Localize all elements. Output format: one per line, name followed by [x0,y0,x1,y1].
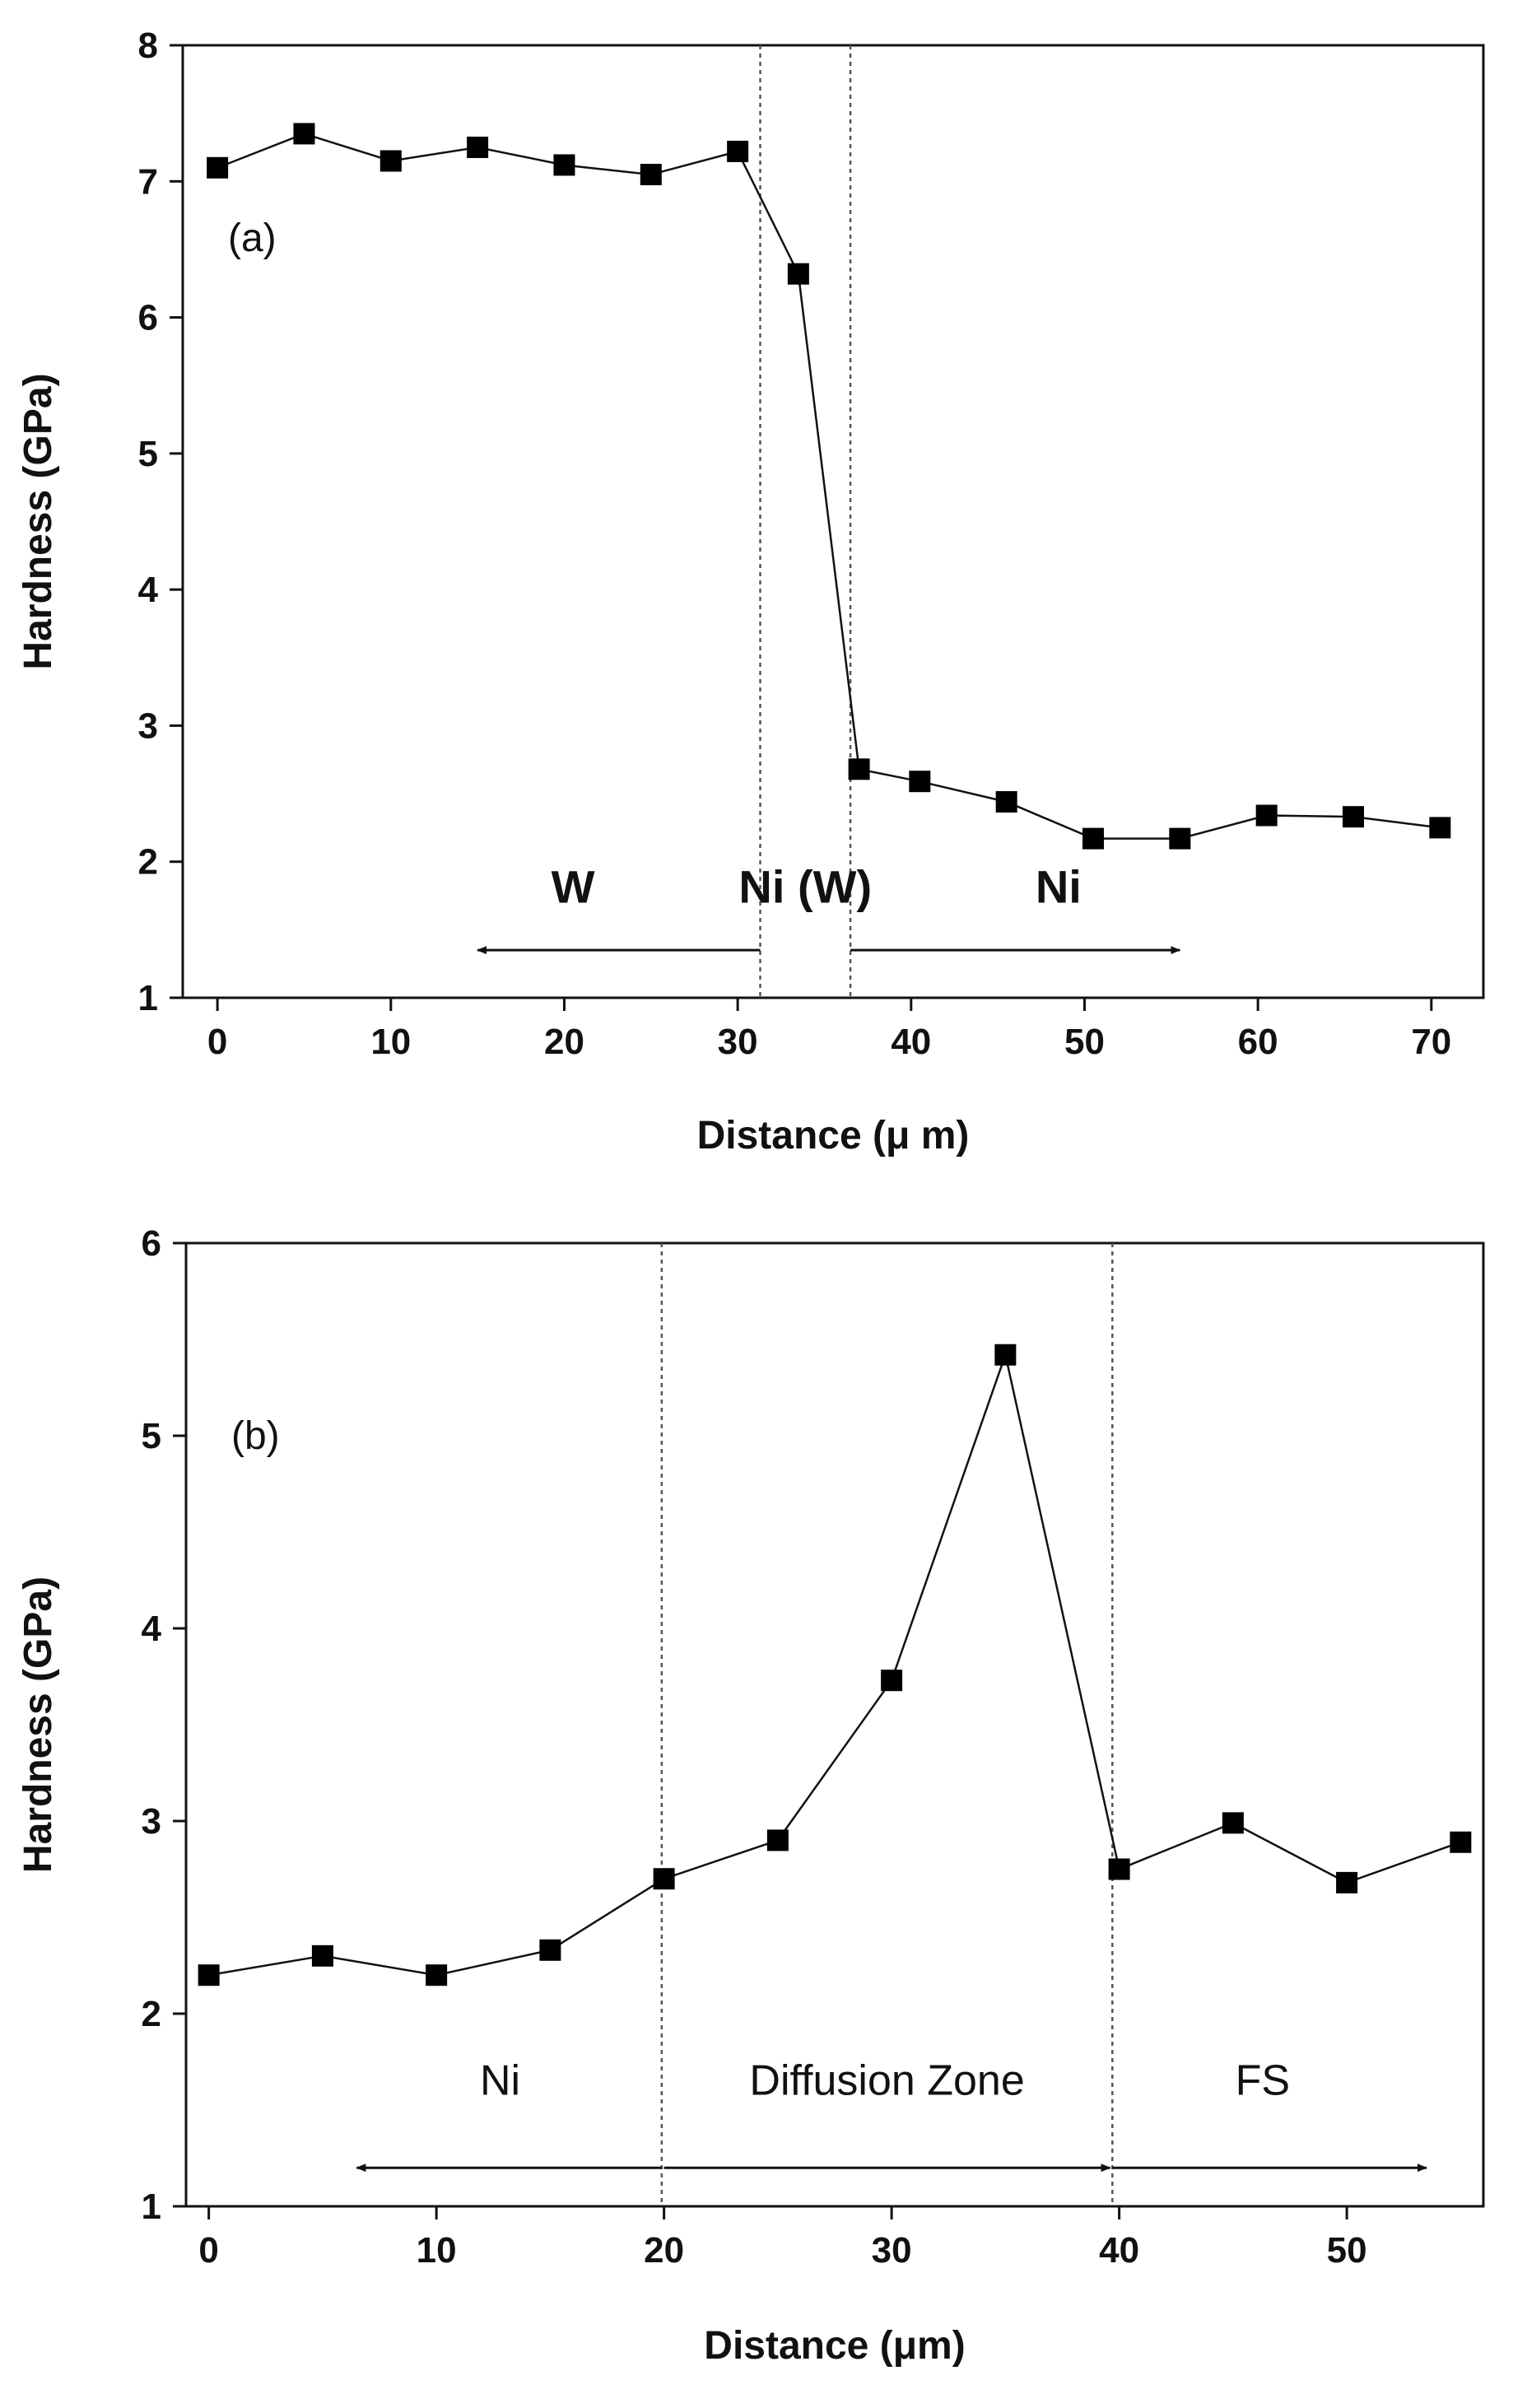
data-point [198,1964,220,1986]
data-point [640,164,662,186]
data-point [994,1344,1017,1366]
x-tick-label: 50 [1064,1022,1105,1062]
x-tick-label: 0 [207,1022,227,1062]
x-tick-label: 10 [370,1022,411,1062]
data-point [379,150,402,172]
y-axis-title: Hardness (GPa) [16,1577,60,1873]
data-point [293,123,315,145]
chart-panel-a: 0 10 20 30 40 50 60 70 1 2 3 4 5 6 7 8 Distance (μ m) Har… [16,26,1485,1157]
y-tick-label: 4 [142,1609,162,1649]
x-axis-title: Distance (μ m) [697,1114,970,1157]
x-tick-label: 60 [1238,1022,1278,1062]
x-tick-label: 40 [1099,2230,1139,2271]
series-line [216,133,1441,840]
region-label: W [552,860,595,912]
data-point [1255,804,1278,827]
y-tick-label: 2 [142,1994,161,2034]
x-tick-label: 20 [644,2230,684,2271]
data-point [207,156,229,179]
x-tick-label: 30 [718,1022,758,1062]
x-tick-label: 70 [1411,1022,1451,1062]
y-tick-label: 2 [138,842,158,883]
x-tick-label: 10 [417,2230,457,2271]
region-label: FS [1236,2056,1290,2104]
y-tick-label: 6 [142,1223,161,1264]
y-tick-label: 3 [142,1801,161,1842]
data-point [1343,806,1364,828]
data-point [1108,1858,1130,1880]
x-tick-label: 50 [1327,2230,1367,2271]
data-point [909,771,931,793]
region-label: Ni (W) [738,860,872,912]
data-point [426,1964,448,1986]
data-point [1336,1871,1358,1893]
x-tick-label: 40 [891,1022,931,1062]
data-point [553,154,575,176]
data-point [1222,1812,1244,1834]
data-point [467,136,489,158]
data-point [1429,817,1451,839]
plot-frame [181,44,1485,999]
data-point [1450,1831,1472,1853]
x-tick-label: 30 [872,2230,912,2271]
data-point [848,758,870,780]
data-point [881,1670,903,1692]
chart-panel-b: 0 10 20 30 40 50 1 2 3 4 5 6 Distance (μm) Hardness (… [16,1223,1485,2368]
region-label: Diffusion Zone [749,2056,1024,2104]
y-tick-label: 1 [138,978,158,1018]
series-line [208,1351,1461,1977]
y-tick-label: 7 [138,161,158,202]
x-tick-label: 0 [198,2230,218,2271]
y-tick-label: 3 [138,706,158,746]
y-tick-label: 4 [138,570,159,610]
region-label: Ni [1036,860,1082,912]
y-tick-label: 6 [138,298,158,338]
panel-label: (a) [228,217,277,260]
data-point [995,790,1017,813]
data-point [539,1939,561,1961]
y-tick-label: 5 [142,1416,161,1456]
x-tick-label: 20 [544,1022,584,1062]
x-axis-title: Distance (μm) [704,2324,965,2368]
y-tick-label: 1 [142,2187,161,2227]
panel-label: (b) [231,1414,280,1458]
data-point [787,263,809,285]
data-point [311,1945,333,1967]
y-axis-title: Hardness (GPa) [16,373,60,669]
data-point [1169,827,1191,850]
y-tick-label: 8 [138,26,158,66]
data-point [766,1829,789,1851]
y-tick-label: 5 [138,434,158,474]
data-point [727,140,749,162]
plot-frame [184,1241,1485,2208]
region-label: Ni [480,2056,520,2104]
data-point [1082,827,1104,850]
data-point [653,1868,675,1890]
